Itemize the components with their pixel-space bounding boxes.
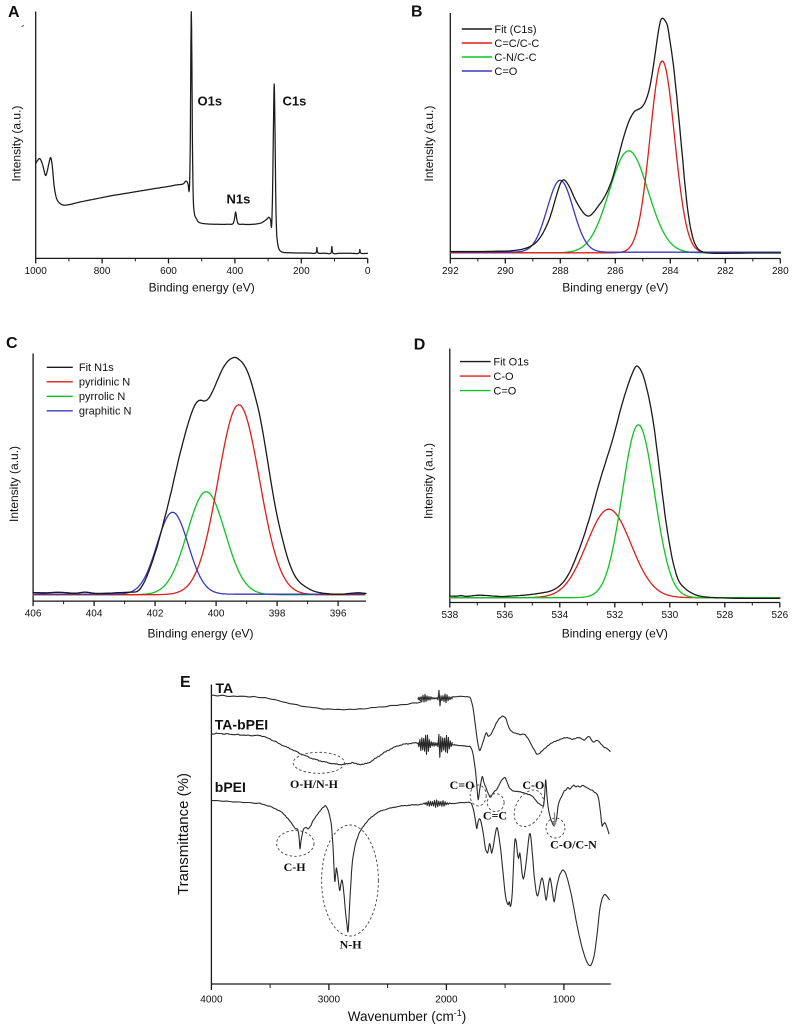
svg-text:Binding energy (eV): Binding energy (eV) [562,627,668,641]
svg-text:532: 532 [606,610,623,621]
svg-text:400: 400 [227,266,244,277]
svg-text:288: 288 [552,266,569,277]
svg-text:O1s: O1s [198,94,223,109]
svg-text:Intensity (a.u.): Intensity (a.u.) [10,106,24,182]
svg-text:TA-bPEI: TA-bPEI [215,717,268,733]
svg-text:C=O: C=O [450,778,475,792]
svg-text:Intensity (a.u.): Intensity (a.u.) [7,446,21,522]
svg-text:4000: 4000 [200,994,223,1005]
svg-text:N1s: N1s [227,192,251,207]
svg-text:Binding energy (eV): Binding energy (eV) [147,627,253,641]
svg-text:Fit N1s: Fit N1s [79,362,114,374]
svg-text:graphitic N: graphitic N [79,406,132,418]
svg-text:Binding energy (eV): Binding energy (eV) [149,281,255,295]
svg-text:0: 0 [365,266,371,277]
svg-text:C-H: C-H [284,860,307,874]
svg-text:404: 404 [86,609,103,620]
svg-text:1000: 1000 [25,266,48,277]
svg-text:Fit O1s: Fit O1s [493,356,529,368]
svg-text:Transmittance (%): Transmittance (%) [175,773,192,895]
svg-text:pyridinic N: pyridinic N [79,377,130,389]
svg-text:C-O: C-O [493,371,514,383]
svg-text:C: C [6,335,18,352]
svg-text:C-O/C-N: C-O/C-N [550,838,597,852]
svg-text:C=C: C=C [483,809,507,823]
svg-text:Intensity (a.u.): Intensity (a.u.) [422,106,436,182]
svg-text:536: 536 [496,610,513,621]
svg-text:400: 400 [208,609,225,620]
svg-text:600: 600 [160,266,177,277]
svg-text:200: 200 [293,266,310,277]
svg-text:C=O: C=O [494,66,517,78]
svg-text:B: B [411,4,423,21]
svg-text:526: 526 [771,610,788,621]
svg-text:538: 538 [441,610,458,621]
svg-text:C=O: C=O [493,385,516,397]
svg-text:E: E [180,674,191,691]
svg-text:528: 528 [716,610,733,621]
svg-text:C-N/C-C: C-N/C-C [494,52,536,64]
svg-text:530: 530 [661,610,678,621]
svg-text:N-H: N-H [340,938,363,952]
svg-text:C=C/C-C: C=C/C-C [494,38,539,50]
svg-text:402: 402 [147,609,164,620]
svg-text:C-O: C-O [522,778,544,792]
svg-text:Binding energy (eV): Binding energy (eV) [562,281,668,295]
svg-text:1000: 1000 [553,994,576,1005]
svg-text:3000: 3000 [318,994,341,1005]
svg-text:398: 398 [269,609,286,620]
svg-text:406: 406 [25,609,42,620]
svg-text:286: 286 [607,266,624,277]
svg-text:2000: 2000 [435,994,458,1005]
svg-text:284: 284 [662,266,679,277]
svg-text:C1s: C1s [283,94,307,109]
svg-text:396: 396 [330,609,347,620]
svg-text:282: 282 [717,266,734,277]
svg-text:pyrrolic N: pyrrolic N [79,391,126,403]
svg-text:534: 534 [551,610,568,621]
svg-text:280: 280 [772,266,789,277]
svg-text:800: 800 [94,266,111,277]
svg-text:TA: TA [216,680,234,696]
svg-text:292: 292 [442,266,459,277]
svg-text:bPEI: bPEI [215,779,246,795]
svg-text:Fit (C1s): Fit (C1s) [494,24,536,36]
svg-text:D: D [414,337,426,354]
svg-text:O-H/N-H: O-H/N-H [290,777,339,791]
svg-text:Wavenumber (cm-1): Wavenumber (cm-1) [348,1008,467,1024]
svg-text:290: 290 [497,266,514,277]
svg-text:Intensity (a.u.): Intensity (a.u.) [422,443,436,519]
svg-text:A: A [8,4,20,21]
